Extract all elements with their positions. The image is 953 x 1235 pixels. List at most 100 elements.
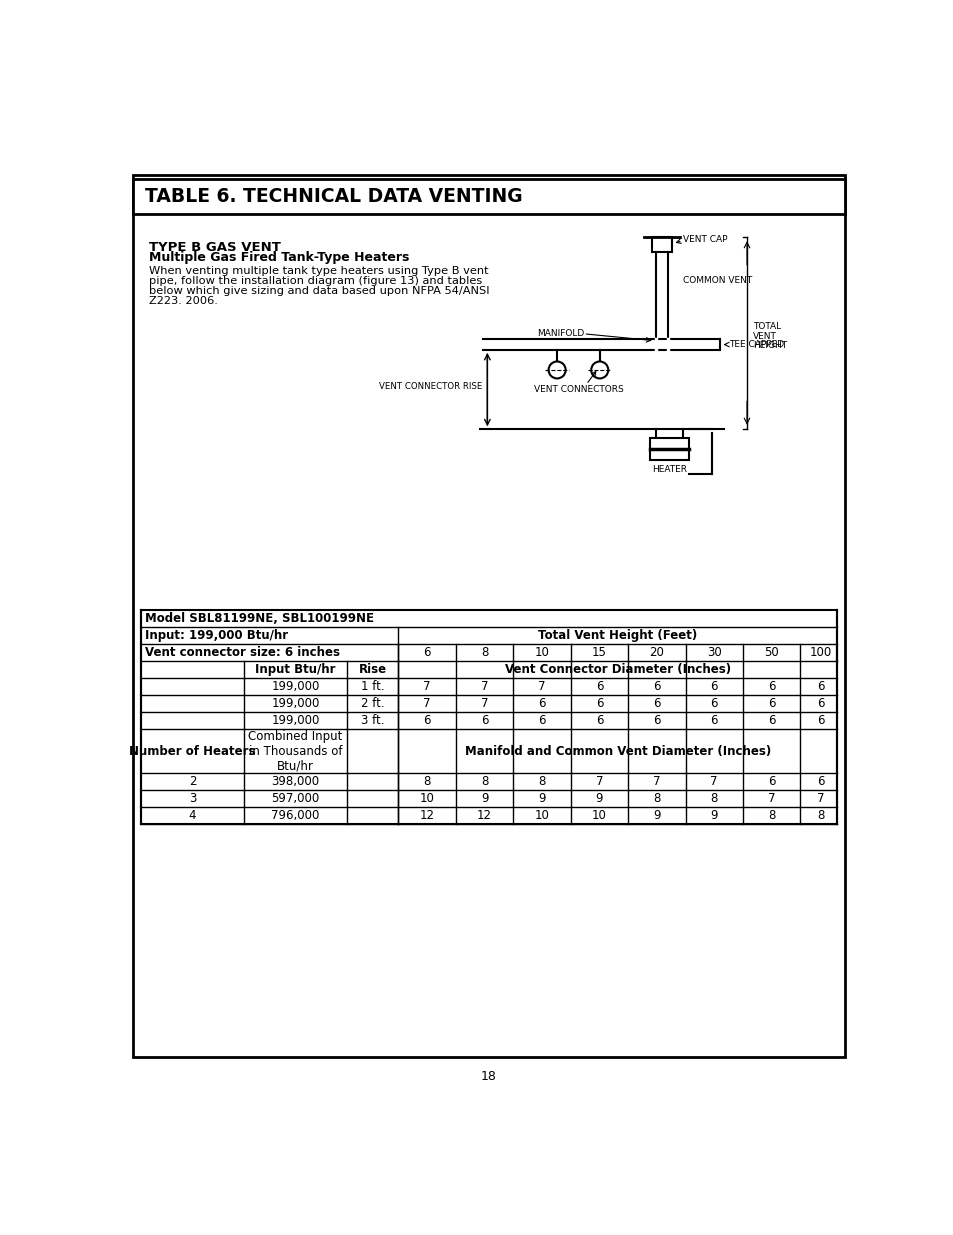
Text: COMMON VENT: COMMON VENT	[682, 275, 752, 285]
Text: 6: 6	[595, 697, 602, 710]
Text: 10: 10	[592, 809, 606, 823]
Text: When venting multiple tank type heaters using Type B vent: When venting multiple tank type heaters …	[149, 266, 488, 275]
Text: 100: 100	[808, 646, 831, 659]
Text: 6: 6	[767, 714, 775, 727]
Text: 7: 7	[480, 680, 488, 693]
Text: 199,000: 199,000	[271, 714, 319, 727]
Text: 6: 6	[537, 714, 545, 727]
Text: 1 ft.: 1 ft.	[360, 680, 384, 693]
Text: 7: 7	[480, 697, 488, 710]
Text: Manifold and Common Vent Diameter (Inches): Manifold and Common Vent Diameter (Inche…	[464, 745, 770, 757]
Text: 8: 8	[710, 793, 718, 805]
Text: 6: 6	[595, 714, 602, 727]
Text: 15: 15	[592, 646, 606, 659]
Text: 7: 7	[423, 680, 431, 693]
Text: 7: 7	[767, 793, 775, 805]
Text: 2: 2	[189, 776, 196, 788]
Text: 6: 6	[767, 776, 775, 788]
Text: VENT: VENT	[753, 331, 777, 341]
Text: Total Vent Height (Feet): Total Vent Height (Feet)	[537, 629, 697, 642]
Text: 7: 7	[710, 776, 718, 788]
Text: Combined Input
in Thousands of
Btu/hr: Combined Input in Thousands of Btu/hr	[248, 730, 342, 773]
Text: 6: 6	[537, 697, 545, 710]
Text: 7: 7	[423, 697, 431, 710]
Text: 9: 9	[480, 793, 488, 805]
Text: VENT CAP: VENT CAP	[682, 236, 727, 245]
Text: 6: 6	[423, 714, 431, 727]
Text: 398,000: 398,000	[271, 776, 319, 788]
Text: 199,000: 199,000	[271, 680, 319, 693]
Text: TEE CAPPED: TEE CAPPED	[728, 340, 783, 350]
Text: 4: 4	[189, 809, 196, 823]
Text: Model SBL81199NE, SBL100199NE: Model SBL81199NE, SBL100199NE	[145, 613, 374, 625]
Text: 9: 9	[653, 809, 659, 823]
Text: 8: 8	[767, 809, 775, 823]
Text: 10: 10	[534, 809, 549, 823]
Text: 597,000: 597,000	[271, 793, 319, 805]
Text: 6: 6	[816, 776, 823, 788]
Text: 30: 30	[706, 646, 720, 659]
Text: 8: 8	[537, 776, 545, 788]
Text: 9: 9	[595, 793, 602, 805]
Bar	[133, 179, 843, 214]
Text: 6: 6	[816, 680, 823, 693]
Text: 8: 8	[423, 776, 431, 788]
Text: 12: 12	[476, 809, 492, 823]
Text: 18: 18	[480, 1070, 497, 1083]
Text: below which give sizing and data based upon NFPA 54/ANSI: below which give sizing and data based u…	[149, 287, 489, 296]
Text: 6: 6	[710, 697, 718, 710]
Text: Rise: Rise	[358, 663, 386, 676]
Text: 6: 6	[653, 697, 659, 710]
Text: 2 ft.: 2 ft.	[360, 697, 384, 710]
Text: 796,000: 796,000	[271, 809, 319, 823]
Text: 8: 8	[816, 809, 823, 823]
Text: 7: 7	[595, 776, 602, 788]
Text: 50: 50	[763, 646, 779, 659]
Text: 7: 7	[653, 776, 659, 788]
Text: 6: 6	[816, 714, 823, 727]
Text: VENT CONNECTOR RISE: VENT CONNECTOR RISE	[379, 383, 482, 391]
Circle shape	[591, 362, 608, 378]
Text: 6: 6	[767, 697, 775, 710]
Text: 6: 6	[653, 680, 659, 693]
Text: Multiple Gas Fired Tank-Type Heaters: Multiple Gas Fired Tank-Type Heaters	[149, 252, 409, 264]
Text: HEIGHT: HEIGHT	[753, 341, 786, 350]
Text: Number of Heaters: Number of Heaters	[129, 745, 255, 757]
Text: VENT CONNECTORS: VENT CONNECTORS	[533, 384, 622, 394]
Text: 9: 9	[710, 809, 718, 823]
Text: 12: 12	[419, 809, 435, 823]
Text: 6: 6	[653, 714, 659, 727]
Text: TYPE B GAS VENT: TYPE B GAS VENT	[149, 241, 280, 253]
Bar	[651, 237, 671, 252]
Text: Input Btu/hr: Input Btu/hr	[255, 663, 335, 676]
Text: 7: 7	[537, 680, 545, 693]
Text: Vent connector size: 6 inches: Vent connector size: 6 inches	[145, 646, 339, 659]
Text: 3: 3	[189, 793, 196, 805]
Text: 6: 6	[710, 714, 718, 727]
Text: HEATER: HEATER	[651, 464, 686, 474]
Text: 8: 8	[480, 646, 488, 659]
Text: 20: 20	[649, 646, 663, 659]
Text: 6: 6	[595, 680, 602, 693]
Text: 6: 6	[423, 646, 431, 659]
Bar	[649, 438, 688, 461]
Text: 6: 6	[816, 697, 823, 710]
Text: 6: 6	[767, 680, 775, 693]
Text: 6: 6	[710, 680, 718, 693]
Text: 10: 10	[419, 793, 435, 805]
Text: 6: 6	[480, 714, 488, 727]
Text: Input: 199,000 Btu/hr: Input: 199,000 Btu/hr	[145, 629, 288, 642]
Text: TABLE 6. TECHNICAL DATA VENTING: TABLE 6. TECHNICAL DATA VENTING	[145, 188, 522, 206]
Text: MANIFOLD: MANIFOLD	[537, 330, 583, 338]
Text: 8: 8	[480, 776, 488, 788]
Text: 9: 9	[537, 793, 545, 805]
Circle shape	[548, 362, 565, 378]
Text: 3 ft.: 3 ft.	[360, 714, 384, 727]
Text: Z223. 2006.: Z223. 2006.	[149, 296, 217, 306]
Text: TOTAL: TOTAL	[753, 322, 781, 331]
Text: 199,000: 199,000	[271, 697, 319, 710]
Text: 7: 7	[816, 793, 823, 805]
Text: 10: 10	[534, 646, 549, 659]
Text: Vent Connector Diameter (Inches): Vent Connector Diameter (Inches)	[504, 663, 730, 676]
Text: pipe, follow the installation diagram (figure 13) and tables: pipe, follow the installation diagram (f…	[149, 275, 481, 287]
